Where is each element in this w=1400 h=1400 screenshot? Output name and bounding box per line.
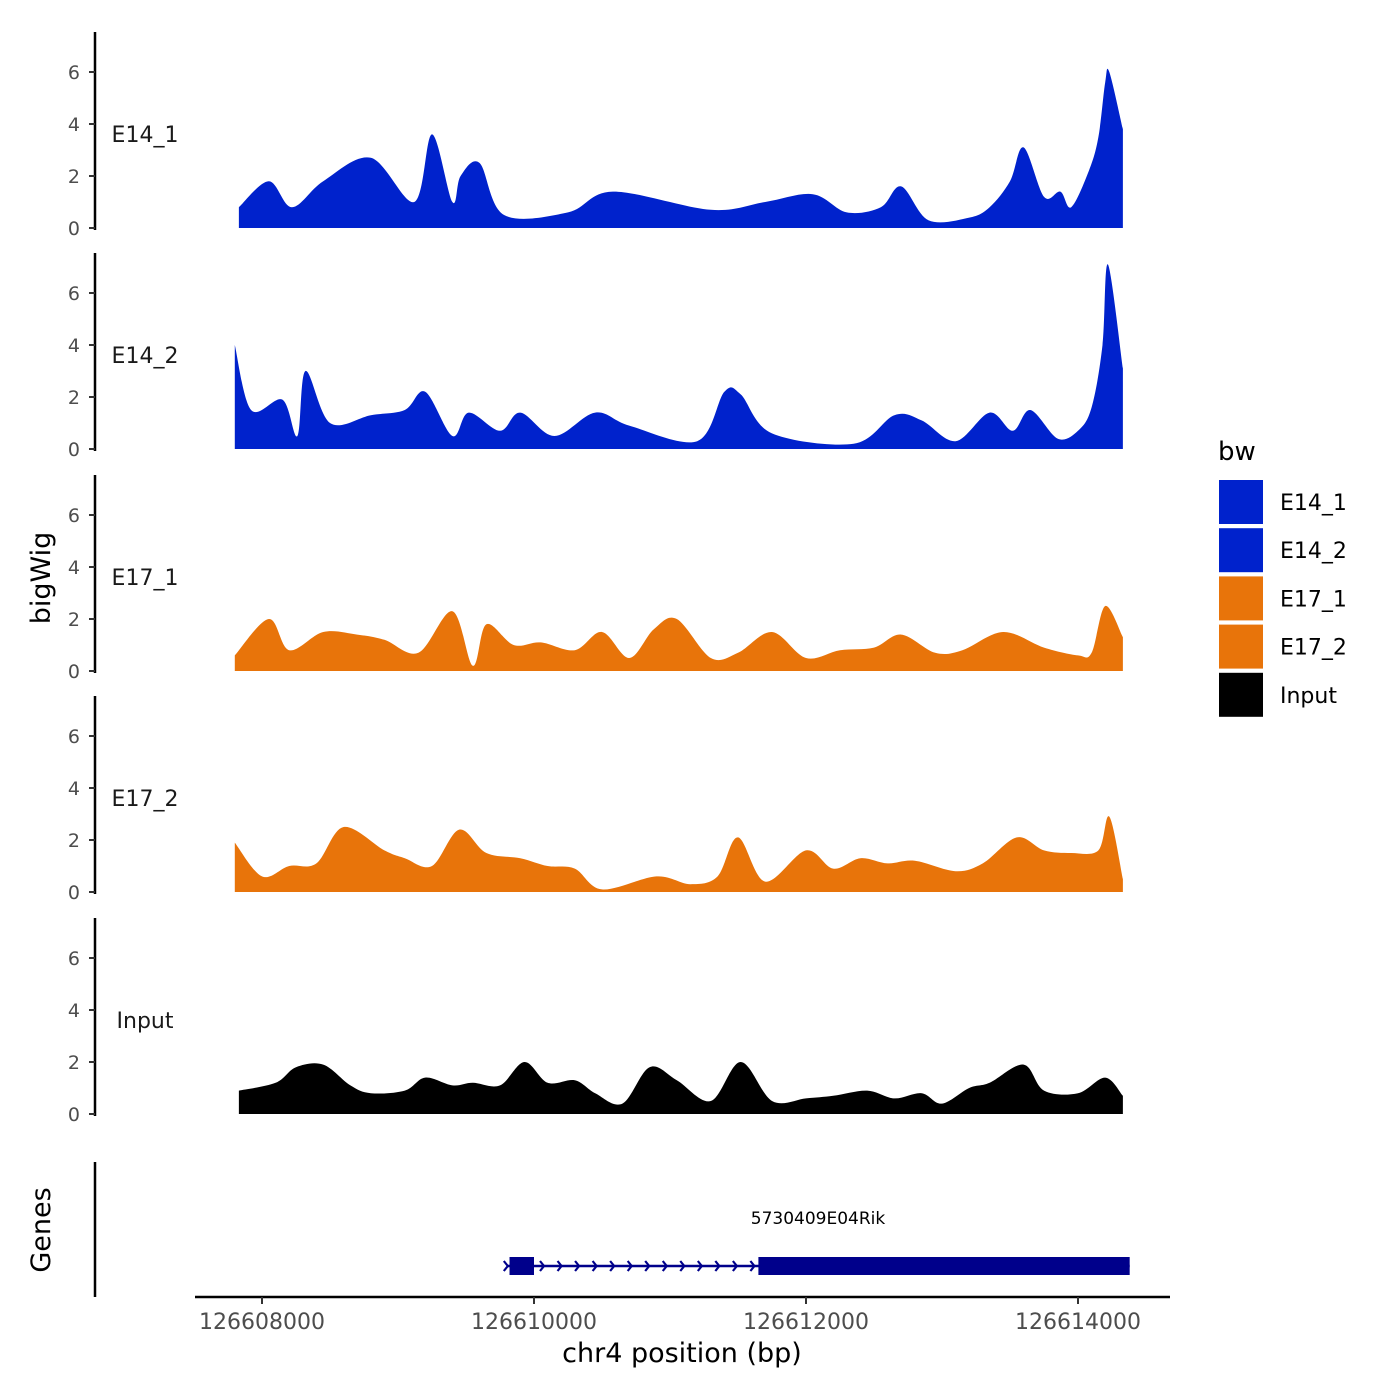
legend-swatch-E17_2 [1219, 624, 1263, 669]
strand-arrow [556, 1260, 563, 1272]
x-axis-ticks: 126608000 126610000 126612000 126614000 [199, 1297, 1141, 1335]
strand-arrow [714, 1260, 721, 1272]
strand-arrow [502, 1260, 510, 1272]
x-tick-label: 126614000 [1015, 1310, 1141, 1335]
x-axis-title: chr4 position (bp) [562, 1338, 802, 1369]
x-tick-label: 126610000 [471, 1310, 597, 1335]
strand-arrow [696, 1260, 704, 1272]
gene-model [502, 1257, 1130, 1275]
y-tick-label: 6 [68, 62, 80, 84]
track-label: Input [117, 1009, 174, 1034]
track-label: E17_2 [112, 787, 179, 812]
strand-arrow [732, 1260, 739, 1272]
y-tick-label: 4 [68, 557, 80, 579]
x-tick-label: 126608000 [199, 1310, 325, 1335]
coverage-area-E17_1 [234, 605, 1123, 671]
track-E14_1: 0 2 4 6 E14_1 [68, 32, 1123, 240]
track-E14_2: 0 2 4 6 E14_2 [68, 253, 1123, 461]
y-tick-label: 6 [68, 505, 80, 527]
legend-title: bw [1218, 437, 1256, 467]
y-tick-label: 6 [68, 726, 80, 748]
track-label: E17_1 [112, 566, 179, 591]
gene-name-label: 5730409E04Rik [751, 1209, 886, 1229]
genes-panel-label: Genes [26, 1187, 57, 1272]
track-label: E14_2 [112, 344, 179, 369]
legend-items: E14_1 E14_2 E17_1 E17_2 Input [1219, 480, 1347, 717]
strand-arrow [749, 1260, 756, 1272]
y-tick-label: 0 [68, 439, 80, 461]
strand-arrow [539, 1260, 546, 1272]
coverage-tracks: 0 2 4 6 E14_1 0 2 4 6 E14_2 0 2 4 6 E17_1 0 2 4 6 E17_2 0 2 4 6… [68, 32, 1123, 1126]
strand-arrow [574, 1260, 581, 1272]
y-tick-label: 4 [68, 114, 80, 136]
coverage-area-Input [238, 1061, 1123, 1114]
strand-arrow [609, 1260, 616, 1272]
y-tick-label: 2 [68, 830, 80, 852]
strand-arrow [679, 1260, 686, 1272]
legend-swatch-E14_2 [1219, 528, 1263, 573]
strand-arrow [644, 1260, 651, 1272]
track-label: E14_1 [112, 123, 179, 148]
legend-label-E17_2: E17_2 [1280, 636, 1347, 661]
y-tick-label: 4 [68, 778, 80, 800]
y-tick-label: 6 [68, 283, 80, 305]
gene-exon-2 [758, 1257, 1130, 1275]
legend-swatch-E17_1 [1219, 576, 1263, 621]
y-tick-label: 0 [68, 218, 80, 240]
gene-exon-1 [509, 1257, 534, 1275]
coverage-area-E14_1 [238, 68, 1123, 228]
y-tick-label: 0 [68, 1104, 80, 1126]
track-Input: 0 2 4 6 Input [68, 918, 1123, 1126]
y-axis-title: bigWig [26, 532, 57, 625]
strand-arrow [591, 1260, 599, 1272]
coverage-area-E17_2 [234, 816, 1123, 892]
strand-arrow [626, 1260, 634, 1272]
y-tick-label: 6 [68, 948, 80, 970]
y-tick-label: 2 [68, 387, 80, 409]
strand-arrow [661, 1260, 669, 1272]
y-tick-label: 4 [68, 335, 80, 357]
coverage-area-E14_2 [234, 264, 1123, 449]
y-tick-label: 0 [68, 661, 80, 683]
legend-label-E17_1: E17_1 [1280, 587, 1347, 612]
y-tick-label: 2 [68, 609, 80, 631]
y-tick-label: 2 [68, 166, 80, 188]
y-tick-label: 4 [68, 1000, 80, 1022]
legend-swatch-E14_1 [1219, 480, 1263, 524]
legend-label-Input: Input [1280, 684, 1337, 709]
track-E17_1: 0 2 4 6 E17_1 [68, 475, 1123, 683]
y-tick-label: 2 [68, 1052, 80, 1074]
track-E17_2: 0 2 4 6 E17_2 [68, 696, 1123, 904]
legend-label-E14_1: E14_1 [1280, 491, 1347, 516]
genes-panel: Genes 5730409E04Rik [26, 1162, 1130, 1297]
y-tick-label: 0 [68, 882, 80, 904]
legend-label-E14_2: E14_2 [1280, 539, 1347, 564]
x-axis: 126608000 126610000 126612000 126614000 chr… [195, 1295, 1170, 1369]
legend-swatch-Input [1219, 672, 1263, 717]
legend: bw E14_1 E14_2 E17_1 E17_2 Input [1218, 437, 1347, 717]
x-tick-label: 126612000 [743, 1310, 869, 1335]
